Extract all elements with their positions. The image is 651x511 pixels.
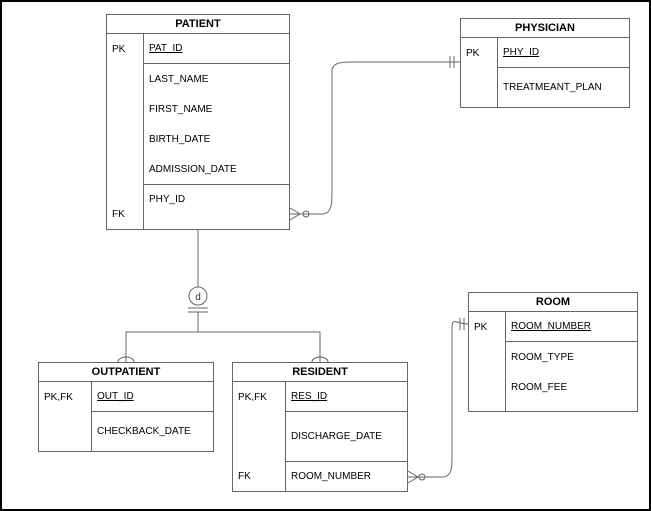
attr-cell: ROOM_FEE: [506, 372, 637, 402]
entity-outpatient: OUTPATIENT PK,FK OUT_ID CHECKBACK_DATE: [38, 362, 214, 452]
edge-patient-physician: [290, 62, 460, 214]
er-canvas: PATIENT PK FK PAT_ID LAST_NAME FIRST_NAM…: [0, 0, 651, 511]
entity-room: ROOM PK ROOM_NUMBER ROOM_TYPE ROOM_FEE: [468, 292, 638, 412]
entity-title: RESIDENT: [233, 363, 407, 382]
key-cell: PK,FK: [233, 382, 285, 412]
attr-pk: ROOM_NUMBER: [506, 312, 637, 342]
attr-cell: BIRTH_DATE: [144, 124, 289, 154]
attr-cell: LAST_NAME: [144, 64, 289, 94]
attr-fk: ROOM_NUMBER: [286, 461, 407, 491]
key-cell: FK: [107, 199, 143, 229]
entity-title: PATIENT: [107, 15, 289, 34]
entity-title: PHYSICIAN: [461, 19, 629, 38]
key-cell: PK: [461, 38, 497, 68]
attr-cell: ADMISSION_DATE: [144, 154, 289, 184]
attr-pk: OUT_ID: [92, 382, 213, 412]
key-cell: PK,FK: [39, 382, 91, 412]
attr-pk: PAT_ID: [144, 34, 289, 64]
attr-cell: DISCHARGE_DATE: [286, 412, 407, 461]
entity-title: ROOM: [469, 293, 637, 312]
attr-cell: TREATMEANT_PLAN: [498, 68, 629, 107]
entity-resident: RESIDENT PK,FK FK RES_ID DISCHARGE_DATE …: [232, 362, 408, 492]
attr-cell: CHECKBACK_DATE: [92, 412, 213, 451]
key-cell: FK: [233, 461, 285, 491]
entity-patient: PATIENT PK FK PAT_ID LAST_NAME FIRST_NAM…: [106, 14, 290, 230]
attr-pk: RES_ID: [286, 382, 407, 412]
entity-title: OUTPATIENT: [39, 363, 213, 382]
attr-fk: PHY_ID: [144, 184, 289, 214]
key-cell: PK: [107, 34, 143, 64]
key-cell: PK: [469, 312, 505, 342]
attr-pk: PHY_ID: [498, 38, 629, 68]
attr-cell: FIRST_NAME: [144, 94, 289, 124]
entity-physician: PHYSICIAN PK PHY_ID TREATMEANT_PLAN: [460, 18, 630, 108]
attr-cell: ROOM_TYPE: [506, 342, 637, 372]
subtype-label: d: [195, 292, 201, 303]
